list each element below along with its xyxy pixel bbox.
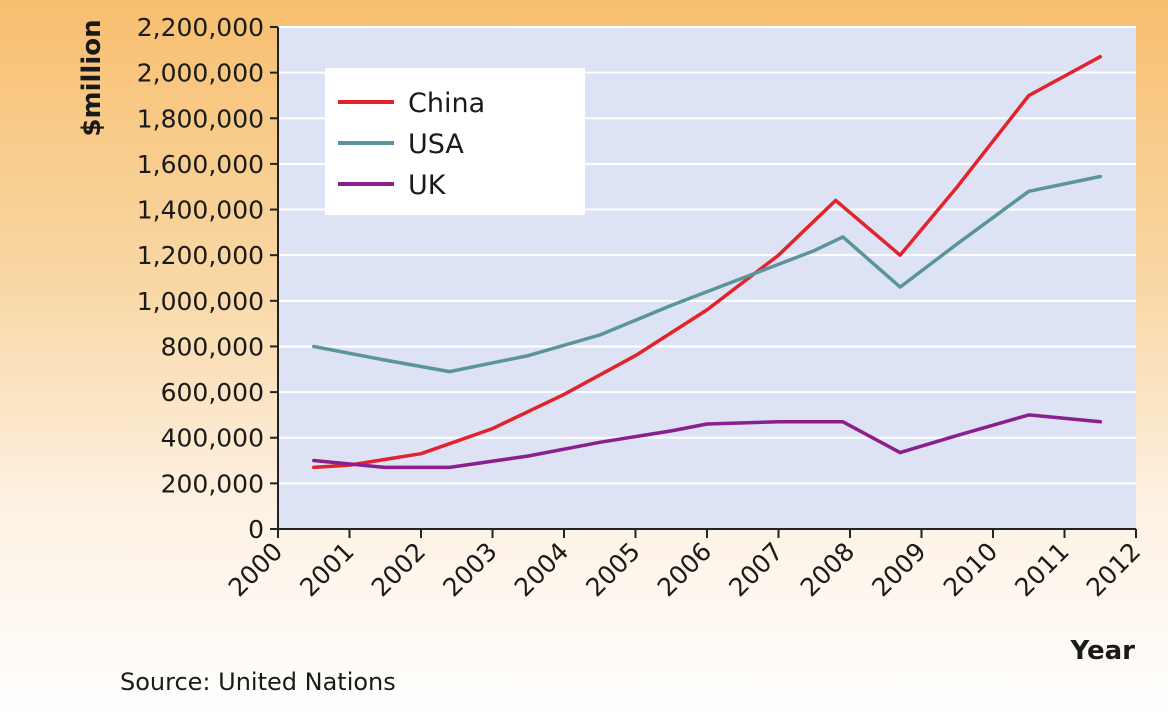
x-tick-label: 2001 <box>294 537 359 602</box>
series-lines <box>312 54 1103 470</box>
x-tick-label: 2010 <box>938 537 1003 602</box>
x-tick-label: 2004 <box>509 537 574 602</box>
x-tick-label: 2002 <box>366 537 431 602</box>
y-tick-label: 1,800,000 <box>137 104 264 133</box>
x-tick-labels: 2000 2001 2002 2003 2004 2005 2006 2007 2008 2009… <box>223 529 1146 602</box>
y-tick-label: 0 <box>248 515 264 544</box>
y-tick-label: 1,400,000 <box>137 196 264 225</box>
y-tick-label: 800,000 <box>161 332 264 361</box>
y-tick-label: 600,000 <box>161 378 264 407</box>
y-tick-label: 2,200,000 <box>137 13 264 42</box>
legend: China USA UK <box>325 68 585 215</box>
legend-label-uk: UK <box>408 170 447 201</box>
x-axis-title: Year <box>1070 636 1136 666</box>
y-tick-label: 1,200,000 <box>137 241 264 270</box>
x-tick-label: 2012 <box>1081 537 1146 602</box>
x-tick-label: 2005 <box>580 537 645 602</box>
x-tick-label: 2009 <box>866 537 931 602</box>
y-tick-label: 400,000 <box>161 424 264 453</box>
x-tick-label: 2011 <box>1009 537 1074 602</box>
y-tick-label: 2,000,000 <box>137 59 264 88</box>
x-tick-label: 2007 <box>723 537 788 602</box>
y-tick-label: 1,600,000 <box>137 150 264 179</box>
x-tick-label: 2000 <box>223 537 288 602</box>
x-tick-label: 2006 <box>652 537 717 602</box>
y-tick-label: 1,000,000 <box>137 287 264 316</box>
legend-label-usa: USA <box>408 129 464 160</box>
y-tick-labels: 0 200,000 400,000 600,000 800,000 1,000,000 1,… <box>137 13 278 544</box>
x-tick-label: 2008 <box>795 537 860 602</box>
series-line-uk <box>312 413 1103 470</box>
x-tick-label: 2003 <box>437 537 502 602</box>
series-line-usa <box>312 174 1103 374</box>
y-axis-title: $million <box>77 19 107 136</box>
source-note: Source: United Nations <box>120 668 396 696</box>
legend-label-china: China <box>408 88 485 119</box>
y-tick-label: 200,000 <box>161 469 264 498</box>
series-line-china <box>312 54 1103 470</box>
